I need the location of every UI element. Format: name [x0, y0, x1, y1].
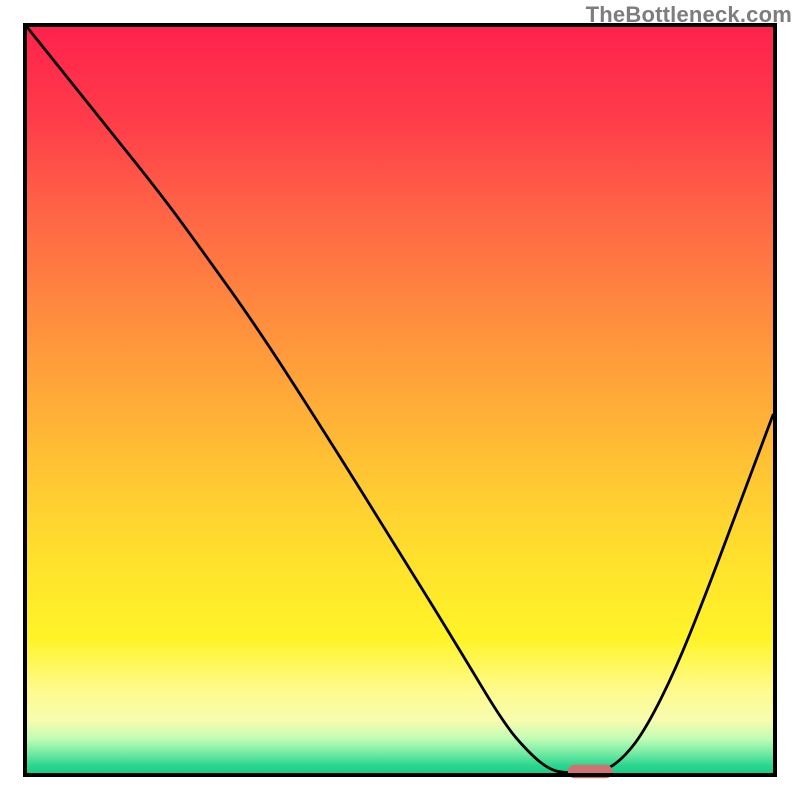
chart-container: TheBottleneck.com: [0, 0, 800, 800]
bottleneck-chart: [0, 0, 800, 800]
watermark-text: TheBottleneck.com: [586, 2, 792, 28]
chart-background-gradient: [27, 27, 773, 773]
